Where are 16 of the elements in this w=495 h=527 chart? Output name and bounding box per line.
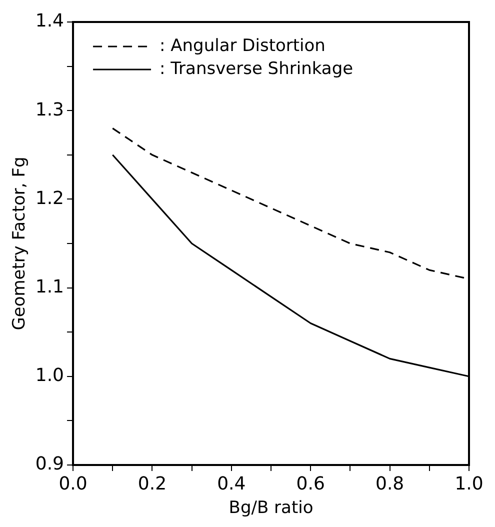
- y-tick-label: 1.0: [35, 365, 64, 386]
- legend-label: : Angular Distortion: [160, 36, 326, 56]
- y-tick-label: 0.9: [35, 454, 64, 475]
- y-tick-label: 1.4: [35, 10, 64, 32]
- x-tick-label: 1.0: [454, 473, 484, 494]
- x-tick-label: 0.2: [138, 473, 167, 494]
- x-tick-label: 0.8: [375, 473, 404, 494]
- x-tick-label: 0.6: [296, 473, 325, 494]
- x-tick-label: 0.0: [58, 473, 88, 494]
- y-tick-label: 1.2: [35, 188, 64, 209]
- y-tick-label: 1.3: [35, 99, 64, 120]
- legend-label: : Transverse Shrinkage: [160, 58, 354, 79]
- y-tick-label: 1.1: [35, 276, 64, 298]
- y-axis-title: Geometry Factor, Fg: [10, 156, 30, 330]
- x-axis-title: Bg/B ratio: [228, 498, 314, 518]
- x-tick-label: 0.4: [217, 473, 246, 494]
